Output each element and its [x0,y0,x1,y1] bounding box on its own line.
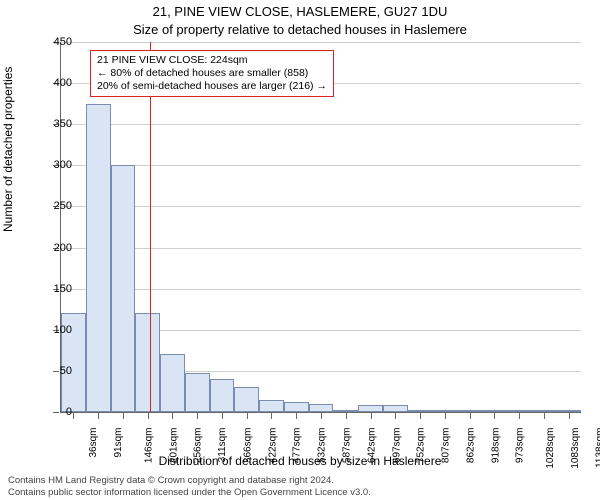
x-tick [470,413,471,419]
histogram-bar [358,405,383,412]
histogram-bar [482,410,507,412]
annotation-line: 20% of semi-detached houses are larger (… [97,80,327,93]
histogram-bar [160,354,185,412]
x-tick-label: 256sqm [193,428,204,464]
x-tick-label: 91sqm [113,428,124,458]
y-tick-label: 450 [32,36,72,48]
x-tick-label: 1028sqm [545,428,556,469]
x-tick [123,413,124,419]
x-tick-label: 973sqm [515,428,526,464]
y-tick-label: 150 [32,283,72,295]
chart-subtitle: Size of property relative to detached ho… [0,22,600,37]
x-tick [296,413,297,419]
x-tick-label: 311sqm [217,428,228,463]
histogram-bar [333,410,358,412]
x-tick [494,413,495,419]
y-tick-label: 300 [32,159,72,171]
x-tick [420,413,421,419]
x-tick [222,413,223,419]
x-tick [346,413,347,419]
histogram-bar [259,400,284,412]
x-tick [395,413,396,419]
histogram-bar [135,313,160,412]
histogram-bar [234,387,259,412]
gridline [61,289,581,290]
y-tick-label: 200 [32,242,72,254]
x-tick-label: 422sqm [267,428,278,464]
histogram-bar [111,165,136,412]
x-tick-label: 642sqm [366,428,377,464]
x-tick-label: 366sqm [243,428,254,464]
footer-text: Contains HM Land Registry data © Crown c… [8,475,371,498]
y-tick-label: 100 [32,324,72,336]
x-tick [371,413,372,419]
histogram-bar [210,379,235,412]
x-tick-label: 532sqm [317,428,328,464]
gridline [61,42,581,43]
x-tick [321,413,322,419]
histogram-bar [507,410,532,412]
gridline [61,165,581,166]
plot-area [60,42,581,413]
x-tick-label: 807sqm [441,428,452,464]
x-tick [445,413,446,419]
reference-line [150,42,151,412]
x-tick [271,413,272,419]
x-tick-label: 752sqm [416,428,427,464]
annotation-line: 21 PINE VIEW CLOSE: 224sqm [97,54,327,67]
x-tick-label: 146sqm [143,428,154,464]
chart-title: 21, PINE VIEW CLOSE, HASLEMERE, GU27 1DU [0,4,600,19]
histogram-bar [531,410,556,412]
x-tick-label: 587sqm [342,428,353,464]
histogram-bar [185,373,210,412]
x-tick [519,413,520,419]
histogram-bar [383,405,408,412]
x-tick-label: 201sqm [168,428,179,464]
histogram-bar [284,402,309,412]
histogram-bar [86,104,111,412]
x-tick [247,413,248,419]
x-tick [148,413,149,419]
gridline [61,206,581,207]
y-tick-label: 250 [32,200,72,212]
annotation-line: ← 80% of detached houses are smaller (85… [97,67,327,80]
histogram-bar [457,410,482,412]
x-tick [569,413,570,419]
y-tick-label: 350 [32,118,72,130]
x-tick-label: 477sqm [292,428,303,464]
footer-line2: Contains public sector information licen… [8,487,371,498]
y-tick-label: 400 [32,77,72,89]
histogram-bar [309,404,334,412]
footer-line1: Contains HM Land Registry data © Crown c… [8,475,371,486]
annotation-box: 21 PINE VIEW CLOSE: 224sqm← 80% of detac… [90,50,334,97]
x-tick-label: 862sqm [465,428,476,464]
x-tick-label: 697sqm [391,428,402,464]
histogram-bar [408,410,433,412]
x-tick-label: 1083sqm [570,428,581,469]
x-tick [98,413,99,419]
x-tick-label: 36sqm [88,428,99,458]
y-axis-label: Number of detached properties [1,67,15,232]
x-tick-label: 918sqm [490,428,501,464]
x-tick [73,413,74,419]
histogram-bar [556,410,581,412]
y-tick-label: 50 [32,365,72,377]
x-tick [197,413,198,419]
x-tick [172,413,173,419]
x-tick [544,413,545,419]
x-tick-label: 1138sqm [594,428,600,468]
gridline [61,124,581,125]
gridline [61,248,581,249]
y-tick-label: 0 [32,406,72,418]
histogram-bar [432,410,457,412]
